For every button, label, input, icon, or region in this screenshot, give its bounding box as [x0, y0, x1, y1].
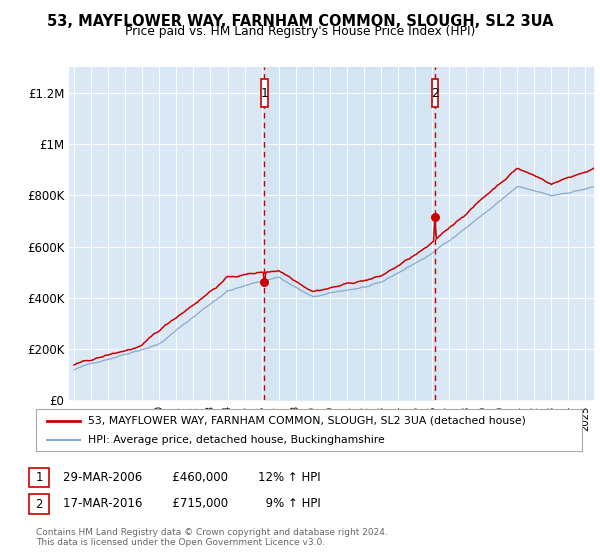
- Text: 2: 2: [35, 497, 43, 511]
- Text: Price paid vs. HM Land Registry's House Price Index (HPI): Price paid vs. HM Land Registry's House …: [125, 25, 475, 38]
- Text: 17-MAR-2016        £715,000          9% ↑ HPI: 17-MAR-2016 £715,000 9% ↑ HPI: [63, 497, 321, 511]
- Text: 53, MAYFLOWER WAY, FARNHAM COMMON, SLOUGH, SL2 3UA (detached house): 53, MAYFLOWER WAY, FARNHAM COMMON, SLOUG…: [88, 416, 526, 426]
- Text: 1: 1: [35, 470, 43, 484]
- Text: 2: 2: [431, 87, 439, 100]
- Point: [260, 278, 269, 287]
- Text: 29-MAR-2006        £460,000        12% ↑ HPI: 29-MAR-2006 £460,000 12% ↑ HPI: [63, 470, 320, 484]
- Text: 1: 1: [260, 87, 268, 100]
- FancyBboxPatch shape: [431, 79, 438, 107]
- Text: Contains HM Land Registry data © Crown copyright and database right 2024.
This d: Contains HM Land Registry data © Crown c…: [36, 528, 388, 547]
- Text: 53, MAYFLOWER WAY, FARNHAM COMMON, SLOUGH, SL2 3UA: 53, MAYFLOWER WAY, FARNHAM COMMON, SLOUG…: [47, 14, 553, 29]
- FancyBboxPatch shape: [261, 79, 268, 107]
- Point: [430, 213, 440, 222]
- Text: HPI: Average price, detached house, Buckinghamshire: HPI: Average price, detached house, Buck…: [88, 435, 385, 445]
